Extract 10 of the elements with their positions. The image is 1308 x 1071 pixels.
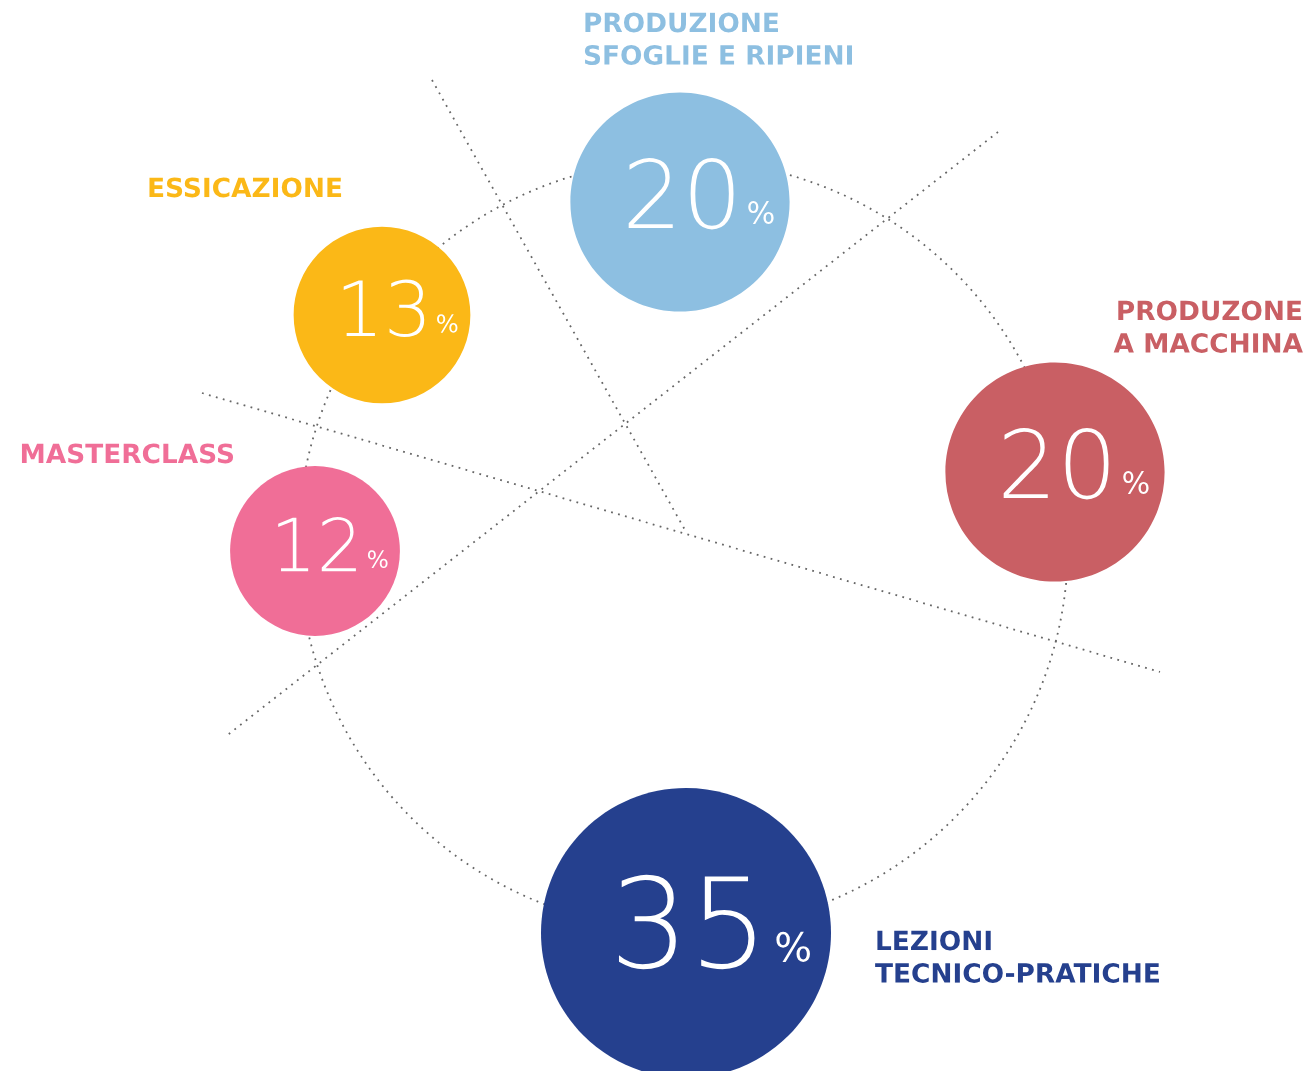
category-label: ESSICAZIONE bbox=[149, 177, 342, 198]
data-label: 20% bbox=[628, 157, 774, 230]
category-label: MASTERCLASS bbox=[21, 443, 234, 464]
data-label: 35% bbox=[618, 874, 810, 970]
category-label: PRODUZIONE SFOGLIE E RIPIENI bbox=[584, 12, 852, 65]
category-label: PRODUZONE A MACCHINA bbox=[1113, 300, 1303, 353]
data-label: 20% bbox=[1003, 427, 1149, 500]
data-label: 13% bbox=[343, 279, 458, 338]
data-label: 12% bbox=[278, 516, 388, 572]
category-label: LEZIONI TECNICO-PRATICHE bbox=[875, 930, 1159, 983]
